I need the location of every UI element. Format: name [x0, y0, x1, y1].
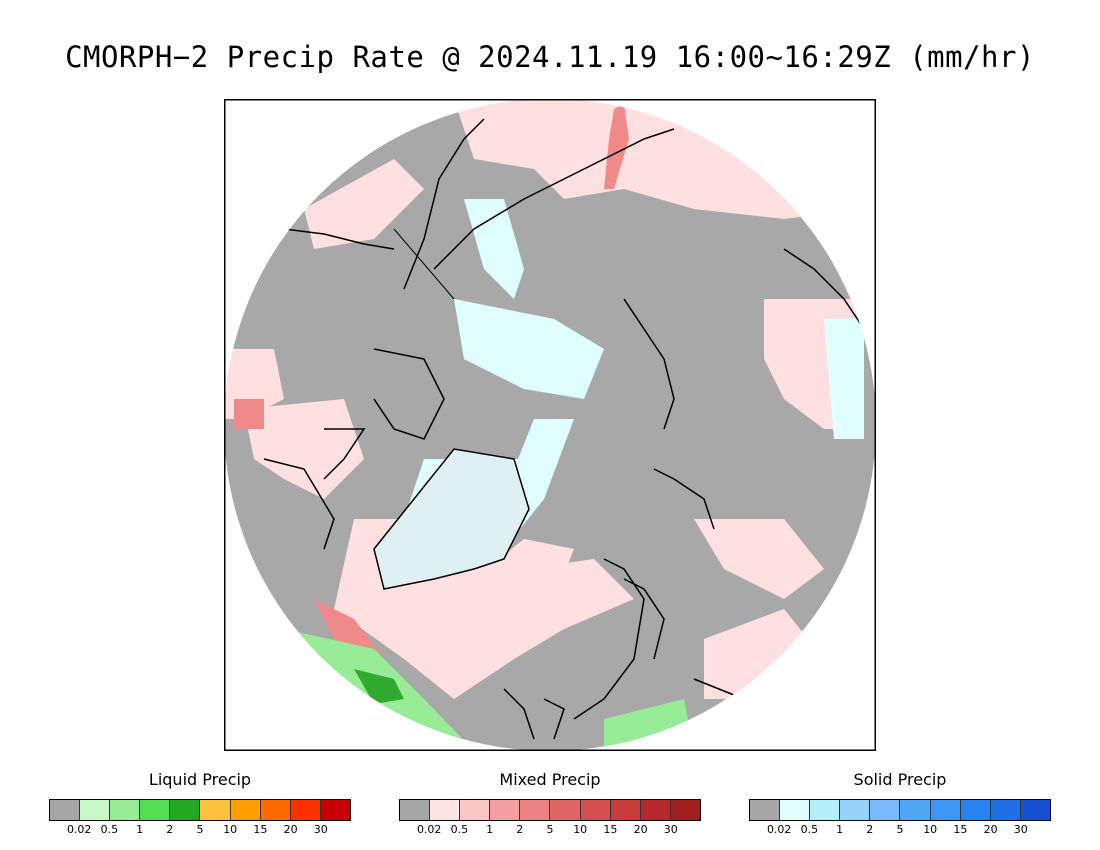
liquid-precip-heavy [354, 669, 404, 704]
legend-mixed: Mixed Precip 0.02 0.5 1 2 5 10 15 20 30 [399, 770, 701, 836]
tick-label: 1 [486, 823, 494, 836]
legend-swatch [260, 800, 291, 820]
tick-label: 5 [896, 823, 904, 836]
tick-label: 2 [866, 823, 874, 836]
tick-label: 2 [166, 823, 174, 836]
legend-swatch [900, 800, 931, 820]
legend-swatch [140, 800, 171, 820]
legend-swatch [670, 800, 700, 820]
legend-swatch [870, 800, 901, 820]
map-border [224, 99, 876, 751]
legend-swatch [750, 800, 781, 820]
tick-label: 0.5 [450, 823, 469, 836]
legend-swatch [780, 800, 811, 820]
tick-label: 1 [836, 823, 844, 836]
tick-label: 0.02 [766, 823, 792, 836]
tick-label: 2 [516, 823, 524, 836]
tick-label: 30 [313, 823, 328, 836]
legend-swatch [170, 800, 201, 820]
tick-labels: 0.02 0.5 1 2 5 10 15 20 30 [399, 821, 701, 836]
tick-labels: 0.02 0.5 1 2 5 10 15 20 30 [749, 821, 1051, 836]
greenland-landmass [373, 448, 530, 590]
legend-liquid: Liquid Precip 0.02 0.5 1 2 5 10 15 20 30 [49, 770, 351, 836]
tick-label: 0.5 [800, 823, 819, 836]
tick-label: 15 [953, 823, 968, 836]
legend-title: Mixed Precip [499, 770, 601, 789]
tick-label: 15 [253, 823, 268, 836]
tick-label: 0.02 [66, 823, 92, 836]
tick-label: 1 [136, 823, 144, 836]
legend-swatch [580, 800, 611, 820]
legend-swatch [640, 800, 671, 820]
legend-swatch [1020, 800, 1050, 820]
polar-map-svg [224, 99, 876, 751]
legend-swatch [490, 800, 521, 820]
legend-swatch [110, 800, 141, 820]
legend-swatch [400, 800, 431, 820]
legend-title: Solid Precip [853, 770, 947, 789]
polar-precip-map [224, 99, 876, 751]
tick-labels: 0.02 0.5 1 2 5 10 15 20 30 [49, 821, 351, 836]
legend-swatch [520, 800, 551, 820]
legend-swatch [810, 800, 841, 820]
legend-swatch [290, 800, 321, 820]
legend-solid: Solid Precip 0.02 0.5 1 2 5 10 15 20 30 [749, 770, 1051, 836]
tick-label: 30 [663, 823, 678, 836]
border-line [393, 228, 455, 300]
legend-title: Liquid Precip [148, 770, 252, 789]
legend-swatch [930, 800, 961, 820]
legend-swatch [320, 800, 350, 820]
legend-swatch [230, 800, 261, 820]
tick-label: 20 [983, 823, 998, 836]
map-title: CMORPH−2 Precip Rate @ 2024.11.19 16:00~… [65, 40, 1035, 74]
color-bar [49, 799, 351, 821]
legend-swatch [960, 800, 991, 820]
legend-swatch [990, 800, 1021, 820]
legend-swatch [80, 800, 111, 820]
legend-swatch [550, 800, 581, 820]
color-bar [749, 799, 1051, 821]
tick-label: 10 [223, 823, 238, 836]
tick-label: 10 [923, 823, 938, 836]
tick-label: 30 [1013, 823, 1028, 836]
color-bar [399, 799, 701, 821]
tick-label: 0.5 [100, 823, 119, 836]
legend-swatch [200, 800, 231, 820]
legend-swatch [430, 800, 461, 820]
tick-label: 10 [573, 823, 588, 836]
legend-swatch [840, 800, 871, 820]
tick-label: 20 [283, 823, 298, 836]
tick-label: 5 [196, 823, 204, 836]
tick-label: 15 [603, 823, 618, 836]
tick-label: 20 [633, 823, 648, 836]
tick-label: 5 [546, 823, 554, 836]
tick-label: 0.02 [416, 823, 442, 836]
legend-swatch [610, 800, 641, 820]
legend-swatch [50, 800, 81, 820]
legend-swatch [460, 800, 491, 820]
